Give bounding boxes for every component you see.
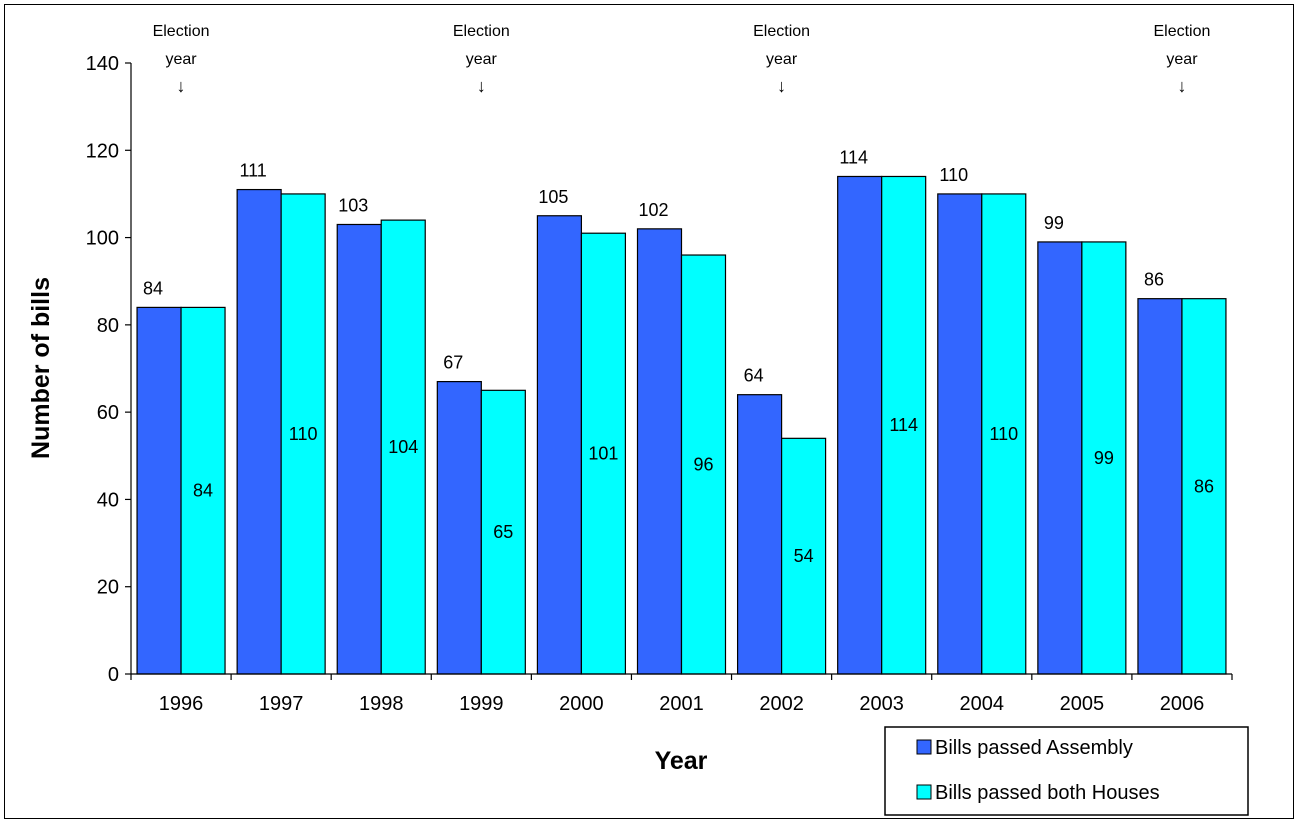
bar-both-houses bbox=[881, 175, 927, 675]
y-tick-label: 0 bbox=[108, 664, 119, 686]
legend: Bills passed Assembly Bills passed both … bbox=[884, 726, 1249, 816]
y-tick-label: 100 bbox=[86, 228, 119, 250]
annotation-arrow: ↓ bbox=[177, 76, 186, 96]
data-label-assembly: 110 bbox=[939, 165, 968, 185]
bar-both-houses bbox=[680, 254, 727, 675]
bar-both-houses bbox=[780, 437, 827, 675]
bar-assembly bbox=[937, 193, 983, 675]
bar-both-houses bbox=[280, 193, 326, 675]
data-label-both-houses: 110 bbox=[289, 424, 318, 444]
annotation-line2: year bbox=[766, 51, 798, 68]
axes bbox=[130, 63, 1232, 675]
data-label-assembly: 64 bbox=[744, 366, 764, 386]
chart-frame bbox=[4, 4, 1294, 819]
annotation-arrow: ↓ bbox=[777, 76, 786, 96]
annotation-line2: year bbox=[1166, 51, 1198, 68]
bar-both-houses bbox=[580, 232, 627, 675]
data-label-both-houses: 104 bbox=[388, 437, 418, 457]
data-label-both-houses: 110 bbox=[989, 424, 1018, 444]
data-labels: 84 84 111 110 103 104 67 65 105 101 102 96 64 54 114 11… bbox=[143, 147, 1214, 566]
data-label-both-houses: 65 bbox=[493, 522, 513, 542]
bar-assembly bbox=[1137, 298, 1183, 675]
election-annotations: Election year ↓ Election year ↓ Election year ↓ E… bbox=[153, 23, 1211, 96]
x-axis-title: Year bbox=[655, 747, 708, 775]
bar-assembly bbox=[236, 188, 282, 675]
data-label-assembly: 67 bbox=[443, 353, 463, 373]
x-tick-label: 2005 bbox=[1060, 693, 1105, 715]
x-tick-label: 2004 bbox=[960, 693, 1005, 715]
annotation-line1: Election bbox=[453, 23, 510, 40]
data-label-assembly: 86 bbox=[1144, 270, 1164, 290]
bar-both-houses bbox=[380, 219, 426, 675]
legend-label-assembly: Bills passed Assembly bbox=[935, 737, 1133, 759]
y-tick-label: 20 bbox=[97, 577, 119, 599]
x-tick-label: 1997 bbox=[259, 693, 304, 715]
bar-assembly bbox=[436, 380, 482, 675]
data-label-assembly: 99 bbox=[1044, 213, 1064, 233]
bar-assembly bbox=[736, 394, 783, 675]
y-tick-label: 40 bbox=[97, 489, 119, 511]
data-label-assembly: 105 bbox=[538, 187, 568, 207]
x-tick-label: 2006 bbox=[1160, 693, 1205, 715]
x-tick-label: 1996 bbox=[159, 693, 204, 715]
bar-both-houses bbox=[1081, 241, 1127, 675]
bar-both-houses bbox=[981, 193, 1027, 675]
data-label-both-houses: 114 bbox=[889, 415, 918, 435]
x-axis-ticks: 1996 1997 1998 1999 2000 2001 2002 2003 2004 2005… bbox=[130, 674, 1233, 715]
legend-swatch-both-houses bbox=[916, 784, 932, 800]
x-tick-label: 2003 bbox=[859, 693, 904, 715]
data-label-both-houses: 99 bbox=[1094, 448, 1114, 468]
bar-assembly bbox=[536, 215, 583, 675]
bar-assembly bbox=[837, 175, 883, 675]
data-label-assembly: 102 bbox=[638, 200, 668, 220]
annotation-line2: year bbox=[466, 51, 498, 68]
bar-assembly bbox=[336, 223, 382, 675]
annotation-arrow: ↓ bbox=[477, 76, 486, 96]
x-tick-label: 2000 bbox=[559, 693, 604, 715]
y-tick-label: 120 bbox=[86, 140, 119, 162]
annotation-arrow: ↓ bbox=[1177, 76, 1186, 96]
y-tick-label: 80 bbox=[97, 315, 119, 337]
data-label-assembly: 114 bbox=[839, 147, 868, 167]
annotation-line1: Election bbox=[153, 23, 210, 40]
data-label-assembly: 111 bbox=[239, 161, 266, 181]
y-tick-label: 60 bbox=[97, 402, 119, 424]
bar-assembly bbox=[1037, 241, 1083, 675]
y-axis-title: Number of bills bbox=[27, 277, 55, 459]
bar-both-houses bbox=[180, 306, 226, 675]
annotation-line2: year bbox=[165, 51, 197, 68]
bar-assembly bbox=[136, 306, 182, 675]
data-label-both-houses: 101 bbox=[588, 444, 618, 464]
x-tick-label: 1998 bbox=[359, 693, 404, 715]
legend-label-both-houses: Bills passed both Houses bbox=[935, 782, 1160, 804]
x-tick-label: 2001 bbox=[659, 693, 704, 715]
bars bbox=[136, 175, 1227, 675]
bar-both-houses bbox=[480, 389, 526, 675]
legend-swatch-assembly bbox=[916, 739, 932, 755]
x-tick-label: 1999 bbox=[459, 693, 504, 715]
data-label-both-houses: 86 bbox=[1194, 476, 1214, 496]
data-label-assembly: 103 bbox=[338, 195, 368, 215]
annotation-line1: Election bbox=[753, 23, 810, 40]
data-label-both-houses: 84 bbox=[193, 481, 213, 501]
data-label-both-houses: 96 bbox=[693, 455, 713, 475]
bar-assembly bbox=[636, 228, 683, 675]
annotation-line1: Election bbox=[1153, 23, 1210, 40]
data-label-both-houses: 54 bbox=[794, 546, 814, 566]
y-tick-label: 140 bbox=[86, 53, 119, 75]
y-axis-ticks: 0 20 40 60 80 100 120 140 bbox=[86, 53, 131, 686]
legend-box bbox=[884, 726, 1249, 816]
x-tick-label: 2002 bbox=[759, 693, 804, 715]
data-label-assembly: 84 bbox=[143, 278, 163, 298]
